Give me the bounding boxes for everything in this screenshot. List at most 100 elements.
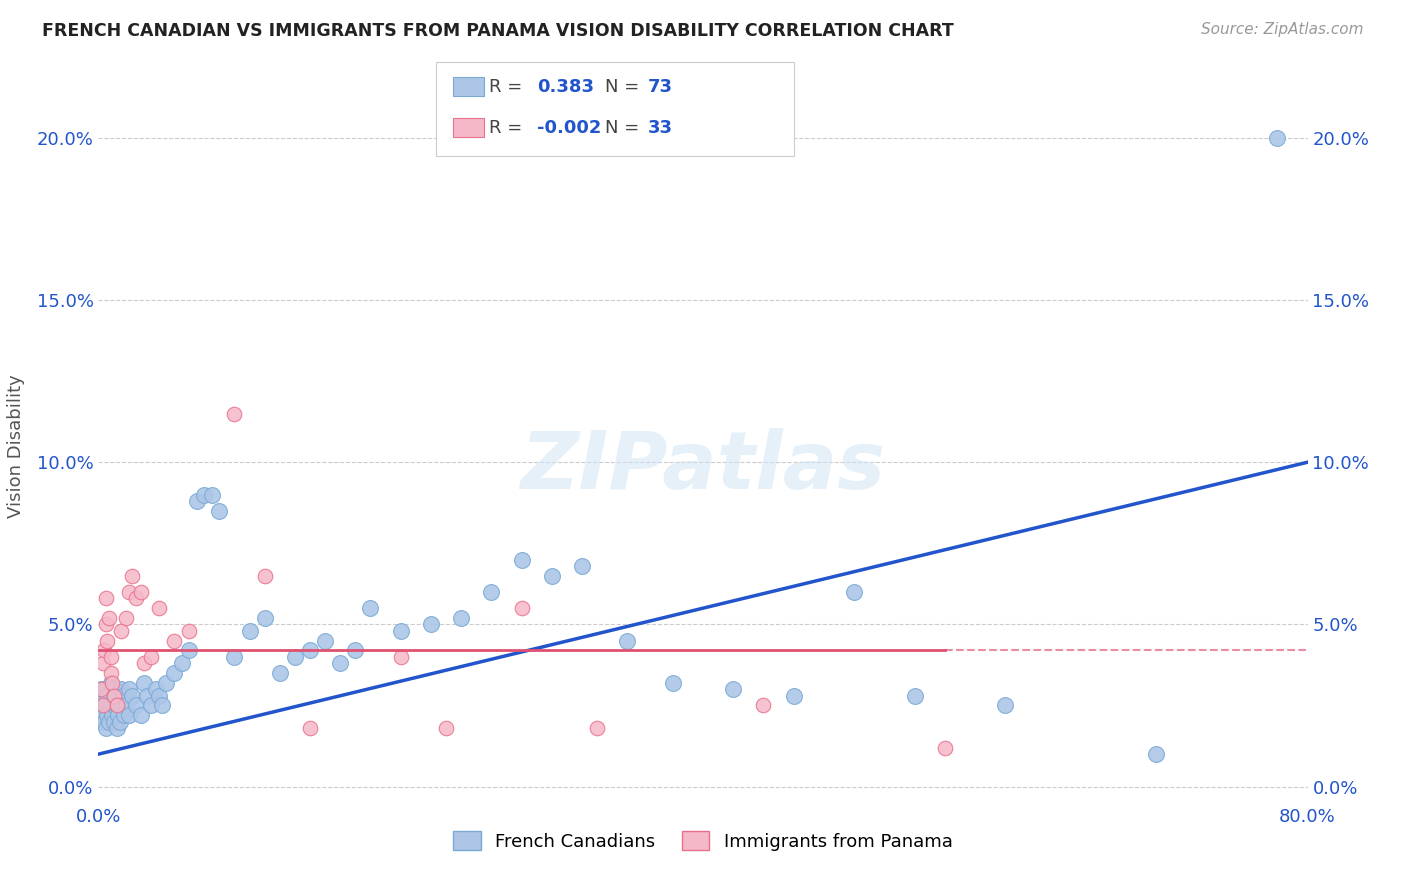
- Point: [118, 682, 141, 697]
- Point: [723, 682, 745, 697]
- Text: FRENCH CANADIAN VS IMMIGRANTS FROM PANAMA VISION DISABILITY CORRELATION CHART: FRENCH CANADIAN VS IMMIGRANTS FROM PANAM…: [42, 22, 953, 40]
- Point: [253, 611, 276, 625]
- Point: [299, 643, 322, 657]
- Point: [904, 689, 927, 703]
- Point: [224, 649, 246, 664]
- Point: [239, 624, 262, 638]
- Point: [179, 624, 201, 638]
- Text: -0.002: -0.002: [537, 119, 602, 136]
- Y-axis label: Vision Disability: Vision Disability: [7, 374, 25, 518]
- Point: [94, 617, 117, 632]
- Point: [994, 698, 1017, 713]
- Point: [420, 617, 443, 632]
- Legend: French Canadians, Immigrants from Panama: French Canadians, Immigrants from Panama: [446, 824, 960, 858]
- Point: [1144, 747, 1167, 761]
- Text: ZIPatlas: ZIPatlas: [520, 428, 886, 507]
- Point: [91, 708, 114, 723]
- Text: N =: N =: [605, 119, 644, 136]
- Point: [101, 708, 124, 723]
- Point: [145, 682, 167, 697]
- Point: [107, 708, 129, 723]
- Point: [510, 601, 533, 615]
- Point: [104, 689, 127, 703]
- Point: [91, 698, 114, 713]
- Point: [103, 682, 125, 697]
- Point: [110, 698, 132, 713]
- Point: [100, 666, 122, 681]
- Point: [783, 689, 806, 703]
- Point: [752, 698, 775, 713]
- Point: [100, 649, 122, 664]
- Point: [132, 657, 155, 671]
- Point: [125, 698, 148, 713]
- Point: [155, 675, 177, 690]
- Point: [105, 698, 128, 713]
- Point: [540, 568, 562, 582]
- Point: [450, 611, 472, 625]
- Point: [98, 611, 121, 625]
- Point: [129, 585, 152, 599]
- Point: [389, 624, 412, 638]
- Text: R =: R =: [489, 78, 529, 95]
- Point: [118, 708, 141, 723]
- Point: [90, 682, 112, 697]
- Point: [110, 624, 132, 638]
- Point: [125, 591, 148, 606]
- Point: [114, 698, 136, 713]
- Point: [571, 559, 593, 574]
- Point: [121, 689, 143, 703]
- Point: [141, 698, 163, 713]
- Point: [148, 689, 170, 703]
- Point: [314, 633, 336, 648]
- Point: [329, 657, 352, 671]
- Point: [616, 633, 638, 648]
- Point: [299, 721, 322, 735]
- Point: [163, 666, 186, 681]
- Point: [269, 666, 291, 681]
- Point: [118, 585, 141, 599]
- Point: [93, 714, 115, 729]
- Point: [94, 591, 117, 606]
- Text: R =: R =: [489, 119, 529, 136]
- Text: N =: N =: [605, 78, 644, 95]
- Point: [389, 649, 412, 664]
- Point: [510, 552, 533, 566]
- Point: [1267, 131, 1289, 145]
- Point: [96, 689, 118, 703]
- Point: [186, 494, 208, 508]
- Point: [91, 657, 114, 671]
- Point: [93, 689, 115, 703]
- Point: [103, 714, 125, 729]
- Point: [103, 689, 125, 703]
- Point: [96, 708, 118, 723]
- Point: [253, 568, 276, 582]
- Point: [114, 611, 136, 625]
- Point: [121, 568, 143, 582]
- Point: [163, 633, 186, 648]
- Point: [284, 649, 307, 664]
- Text: 0.383: 0.383: [537, 78, 595, 95]
- Point: [481, 585, 503, 599]
- Point: [108, 714, 131, 729]
- Point: [170, 657, 193, 671]
- Point: [105, 698, 128, 713]
- Point: [96, 633, 118, 648]
- Point: [94, 682, 117, 697]
- Point: [98, 698, 121, 713]
- Text: 33: 33: [648, 119, 673, 136]
- Point: [934, 740, 956, 755]
- Point: [201, 488, 224, 502]
- Point: [132, 675, 155, 690]
- Point: [208, 504, 231, 518]
- Point: [103, 698, 125, 713]
- Point: [100, 675, 122, 690]
- Point: [110, 682, 132, 697]
- Point: [360, 601, 382, 615]
- Point: [844, 585, 866, 599]
- Text: 73: 73: [648, 78, 673, 95]
- Point: [148, 601, 170, 615]
- Point: [661, 675, 683, 690]
- Point: [91, 698, 114, 713]
- Point: [193, 488, 215, 502]
- Point: [434, 721, 457, 735]
